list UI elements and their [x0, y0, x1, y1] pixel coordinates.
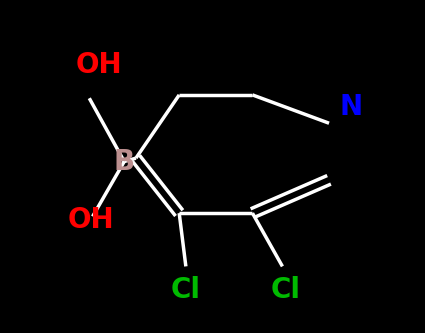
- Text: OH: OH: [68, 206, 114, 234]
- Text: B: B: [114, 148, 135, 175]
- Text: Cl: Cl: [271, 276, 301, 304]
- Text: OH: OH: [76, 51, 122, 79]
- Text: N: N: [339, 93, 362, 121]
- Text: Cl: Cl: [171, 276, 201, 304]
